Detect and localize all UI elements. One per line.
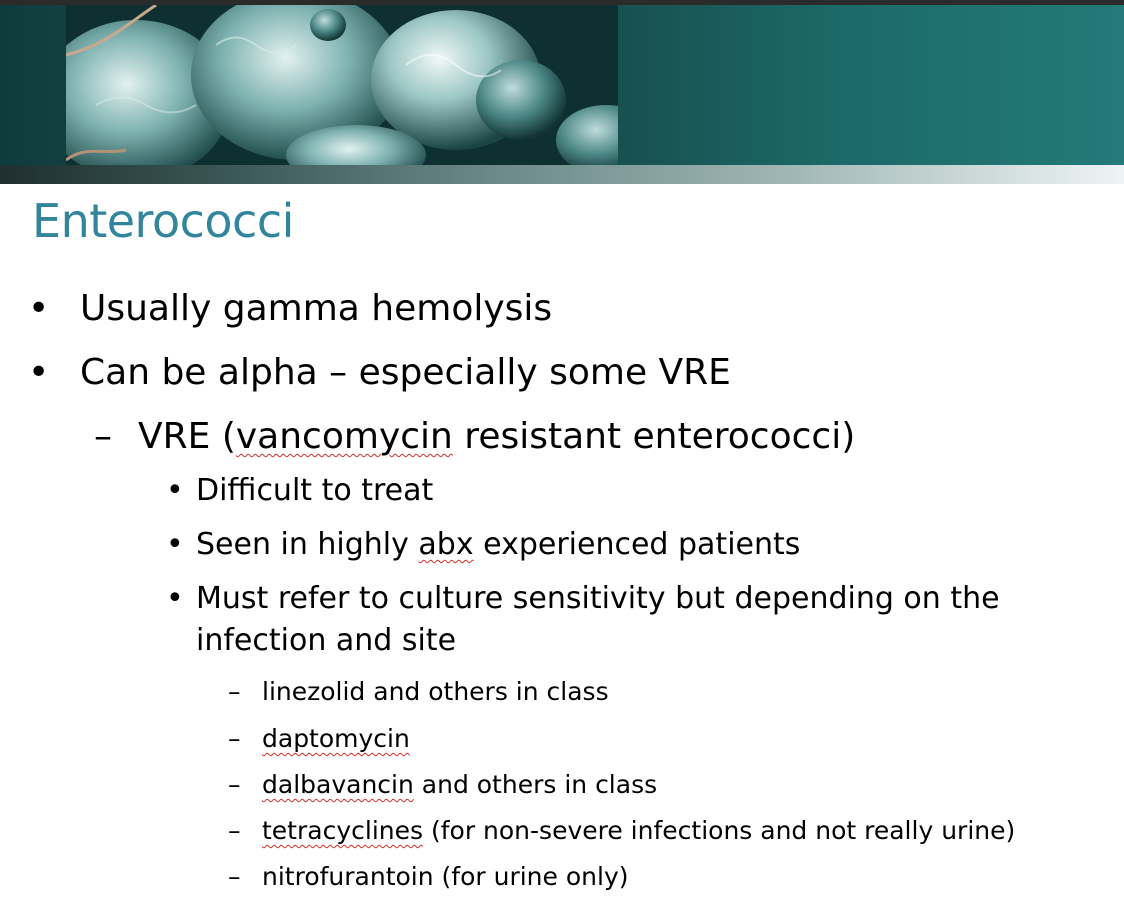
spellcheck-flagged-word[interactable]: tetracyclines [262,816,424,845]
dash-marker: – [228,862,241,891]
sub-sub-bullet-continuation: infection and site [196,623,457,659]
spellcheck-flagged-word[interactable]: dalbavancin [262,770,414,799]
microscope-bacteria-image [66,5,618,165]
bullet-text-line1: Must refer to culture sensitivity but de… [196,581,1000,616]
spellcheck-flagged-word[interactable]: vancomycin [235,416,453,457]
sub-bullet-text-pre: VRE ( [138,416,236,457]
level4-item: – linezolid and others in class [228,677,609,707]
bullet-text-pre: Seen in highly [196,527,419,562]
sub-sub-bullet-item: • Must refer to culture sensitivity but … [166,581,1000,617]
bullet-text-post: experienced patients [473,527,801,562]
bullet-marker: • [166,473,184,508]
level4-text-post: (for non-severe infections and not reall… [423,816,1016,845]
sub-sub-bullet-item: • Difficult to treat [166,473,434,509]
level4-text: nitrofurantoin (for urine only) [262,862,629,891]
bullet-marker: • [166,527,184,562]
accent-bar [0,165,1124,184]
dash-marker: – [228,677,241,706]
spellcheck-flagged-word[interactable]: abx [418,527,474,562]
sub-bullet-item: – VRE (vancomycin resistant enterococci) [94,416,856,457]
dash-marker: – [228,770,241,799]
bullet-item: • Usually gamma hemolysis [28,288,553,329]
slide-title: Enterococci [32,194,294,248]
level4-item: – daptomycin [228,724,410,754]
sub-bullet-text-post: resistant enterococci) [452,416,856,457]
bullet-marker: • [28,352,50,393]
level4-item: – dalbavancin and others in class [228,770,658,800]
top-border-line [0,0,1124,5]
bullet-marker: • [28,288,50,329]
level4-text: linezolid and others in class [262,677,609,706]
bullet-item: • Can be alpha – especially some VRE [28,352,731,393]
dash-marker: – [228,724,241,753]
sub-sub-bullet-item: • Seen in highly abx experienced patient… [166,527,801,563]
level4-item: – tetracyclines (for non-severe infectio… [228,816,1016,846]
level4-text-post: and others in class [413,770,658,799]
bullet-text: Usually gamma hemolysis [80,288,553,329]
bullet-text: Can be alpha – especially some VRE [80,352,731,393]
bullet-marker: • [166,581,184,616]
spellcheck-flagged-word[interactable]: daptomycin [262,724,410,753]
bullet-text: Difficult to treat [196,473,434,508]
level4-item: – nitrofurantoin (for urine only) [228,862,629,892]
dash-marker: – [94,416,112,457]
bullet-text-line2: infection and site [196,623,457,658]
dash-marker: – [228,816,241,845]
